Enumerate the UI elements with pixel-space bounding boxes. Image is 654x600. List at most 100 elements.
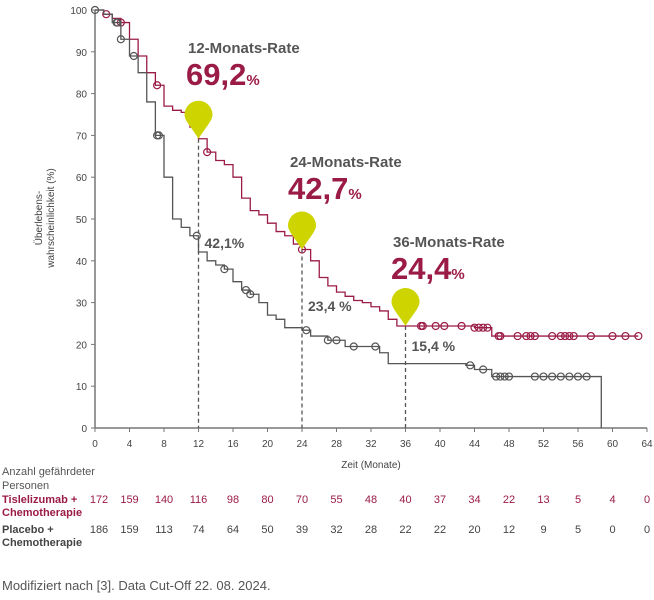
censor-mark bbox=[302, 326, 311, 335]
risk-count: 116 bbox=[189, 494, 208, 506]
risk-count: 159 bbox=[120, 524, 139, 536]
censor-mark bbox=[582, 372, 591, 381]
y-tick-label: 90 bbox=[76, 48, 88, 59]
censor-mark bbox=[513, 331, 522, 341]
x-tick-label: 56 bbox=[572, 439, 584, 450]
risk-count: 55 bbox=[330, 494, 343, 506]
x-tick-label: 8 bbox=[161, 439, 167, 450]
censor-mark bbox=[548, 331, 557, 341]
rate-value: 69,2% bbox=[186, 57, 260, 92]
risk-count: 22 bbox=[399, 524, 412, 536]
censor-mark bbox=[371, 342, 380, 351]
censor-mark bbox=[323, 336, 332, 345]
censor-mark bbox=[560, 331, 570, 341]
km-curve-placebo bbox=[95, 9, 602, 428]
x-tick-label: 64 bbox=[641, 439, 653, 450]
risk-count: 186 bbox=[89, 524, 109, 536]
risk-count: 13 bbox=[537, 494, 550, 506]
risk-count: 28 bbox=[364, 524, 378, 536]
location-pin-icon bbox=[391, 288, 420, 327]
y-tick-label: 100 bbox=[70, 6, 87, 17]
censor-mark bbox=[539, 372, 548, 381]
censor-mark bbox=[479, 323, 488, 332]
censor-mark bbox=[153, 81, 162, 90]
risk-count: 34 bbox=[468, 494, 481, 506]
placebo-rate-label: 23,4 % bbox=[308, 298, 352, 315]
censor-mark bbox=[418, 321, 427, 331]
censor-mark bbox=[504, 372, 514, 381]
risk-count: 113 bbox=[155, 524, 173, 536]
rate-value: 42,7% bbox=[288, 171, 362, 206]
x-tick-label: 20 bbox=[262, 439, 274, 450]
risk-row-label: Tislelizumab + Chemotherapie bbox=[2, 494, 83, 519]
censor-mark bbox=[220, 265, 229, 274]
censor-mark bbox=[470, 323, 479, 332]
censor-mark bbox=[530, 331, 539, 341]
censor-mark bbox=[457, 321, 466, 331]
risk-count: 172 bbox=[89, 494, 109, 506]
risk-count: 4 bbox=[609, 494, 616, 506]
censor-mark bbox=[548, 372, 557, 381]
x-tick-label: 32 bbox=[365, 439, 377, 450]
censor-mark bbox=[565, 372, 574, 381]
y-tick-label: 40 bbox=[76, 257, 88, 268]
rate-value: 24,4% bbox=[391, 251, 465, 286]
censor-mark bbox=[496, 331, 505, 341]
risk-count: 159 bbox=[120, 494, 139, 506]
x-tick-label: 52 bbox=[538, 439, 550, 450]
x-tick-label: 0 bbox=[92, 439, 98, 450]
risk-table-title: Anzahl gefährdeter Personen bbox=[2, 466, 95, 492]
censor-mark bbox=[522, 331, 531, 341]
rate-label: 12-Monats-Rate bbox=[188, 40, 300, 57]
x-tick-label: 24 bbox=[296, 439, 308, 450]
y-tick-label: 70 bbox=[76, 131, 88, 142]
censor-mark bbox=[154, 131, 163, 140]
rate-label: 36-Monats-Rate bbox=[393, 234, 505, 251]
censor-mark bbox=[483, 323, 492, 332]
censor-mark bbox=[556, 372, 565, 381]
risk-count: 70 bbox=[295, 494, 309, 506]
censor-mark bbox=[586, 331, 596, 341]
risk-count: 39 bbox=[295, 524, 309, 536]
y-tick-label: 0 bbox=[81, 424, 87, 435]
x-tick-label: 40 bbox=[434, 439, 446, 450]
risk-count: 64 bbox=[226, 524, 240, 536]
x-tick-label: 44 bbox=[469, 439, 481, 450]
risk-count: 80 bbox=[261, 494, 274, 506]
risk-count: 0 bbox=[643, 494, 651, 506]
y-tick-label: 80 bbox=[76, 90, 88, 101]
placebo-rate-label: 42,1% bbox=[204, 235, 245, 252]
risk-count: 9 bbox=[540, 524, 547, 536]
censor-mark bbox=[246, 290, 255, 299]
y-tick-label: 60 bbox=[76, 173, 88, 184]
censor-mark bbox=[116, 35, 125, 44]
x-tick-label: 16 bbox=[227, 439, 239, 450]
censor-mark bbox=[634, 331, 643, 341]
y-tick-label: 30 bbox=[76, 299, 88, 310]
risk-count: 74 bbox=[192, 524, 205, 536]
censor-mark bbox=[526, 331, 535, 341]
censor-mark bbox=[569, 331, 578, 341]
location-pin-icon bbox=[288, 211, 316, 250]
x-tick-label: 12 bbox=[193, 439, 205, 450]
risk-count: 0 bbox=[643, 524, 651, 536]
censor-mark bbox=[530, 372, 539, 381]
censor-mark bbox=[203, 148, 212, 157]
risk-count: 50 bbox=[261, 524, 274, 536]
risk-count: 22 bbox=[502, 494, 516, 506]
censor-mark bbox=[431, 321, 440, 331]
risk-row-label: Placebo + Chemotherapie bbox=[2, 524, 83, 549]
location-pin-icon bbox=[184, 100, 213, 139]
censor-mark bbox=[332, 336, 341, 345]
censor-mark bbox=[479, 365, 488, 374]
x-tick-label: 36 bbox=[400, 439, 412, 450]
risk-count: 12 bbox=[502, 524, 516, 536]
censor-mark bbox=[349, 342, 358, 351]
risk-count: 98 bbox=[226, 494, 240, 506]
y-axis-label: Überlebens-wahrscheinlichkeit (%) bbox=[33, 168, 57, 268]
censor-mark bbox=[565, 331, 574, 341]
risk-count: 5 bbox=[574, 494, 582, 506]
risk-count: 20 bbox=[468, 524, 481, 536]
